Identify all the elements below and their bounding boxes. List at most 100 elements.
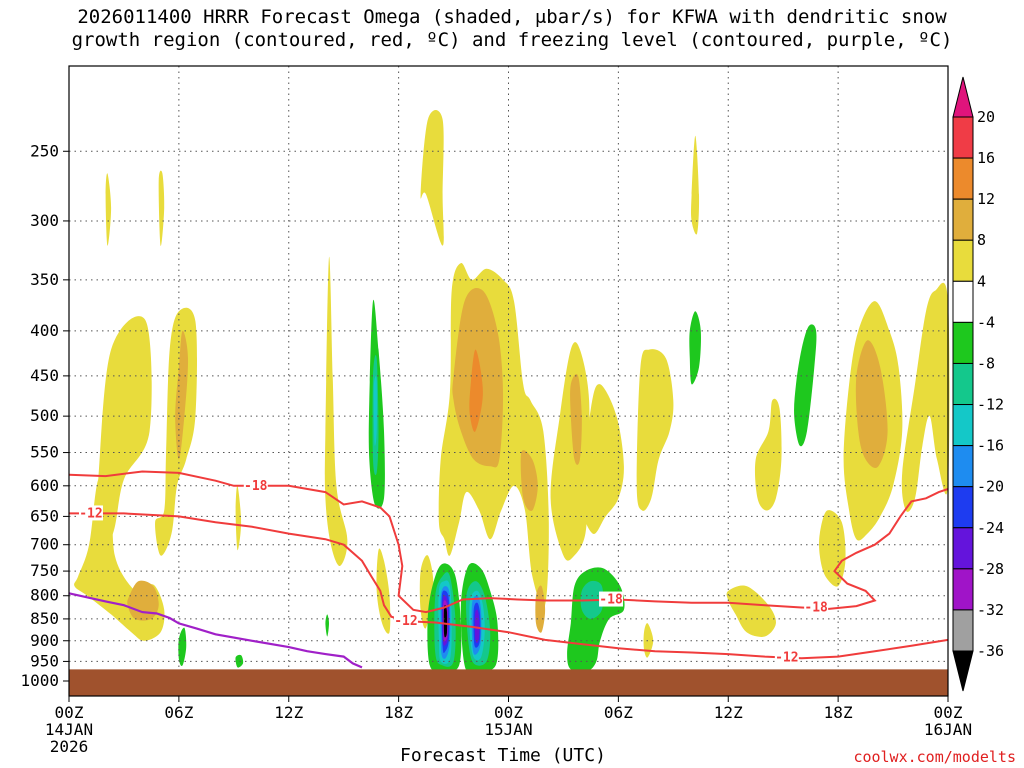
omega-area-20 [901,282,950,512]
y-tick-label-1000: 1000 [20,671,59,690]
colorbar-label-4: 4 [977,272,986,290]
x-tick-date-24: 15JAN [484,720,532,739]
contour-label--12-2: -12 [775,650,798,665]
omega-area-30 [178,627,187,667]
omega-area-16 [754,398,782,511]
contour-label-bg--12-2 [774,649,799,665]
ground-fill [69,669,948,696]
omega-area-25 [520,450,538,511]
freezing-level-line [68,592,363,669]
y-tick-label-950: 950 [30,651,59,670]
y-tick-label-850: 850 [30,609,59,628]
omega-area-50 [474,609,480,644]
colorbar-bin-12 [952,609,974,652]
colorbar-bin-9 [952,486,974,529]
omega-area-5 [235,485,242,551]
y-tick-label-350: 350 [30,270,59,289]
omega-area-13 [636,349,674,511]
title-line-2: growth region (contoured, red, ºC) and f… [71,29,953,51]
x-tick-label-30: 06Z [604,703,633,722]
omega-area-3 [105,173,112,246]
x-axis-title: Forecast Time (UTC) [400,745,606,766]
y-tick-label-700: 700 [30,535,59,554]
y-tick-label-600: 600 [30,476,59,495]
colorbar-label-13: -36 [977,642,1004,660]
contour-label-bg--18-2 [804,599,829,615]
colorbar-label-11: -28 [977,560,1004,578]
ground-terrain [69,669,948,696]
omega-area-15 [691,135,700,235]
credit-link[interactable]: coolwx.com/modelts [853,748,1016,766]
colorbar-label-7: -12 [977,396,1004,414]
chart-title: 2026011400 HRRR Forecast Omega (shaded, … [0,6,1024,52]
contour-label--12-1: -12 [394,614,417,629]
colorbar-label-8: -16 [977,437,1004,455]
x-tick-label-12: 12Z [274,703,303,722]
x-tick-label-6: 06Z [164,703,193,722]
x-tick-label-48: 00Z [934,703,963,722]
colorbar-top-arrow [952,76,974,118]
colorbar-bin-7 [952,404,974,447]
colorbar-bin-2 [952,198,974,241]
x-tick-date-0: 14JAN [45,720,93,739]
grid-lines [68,66,949,696]
x-tick-label-36: 12Z [714,703,743,722]
colorbar-bin-5 [952,321,974,364]
omega-area-27 [535,585,546,633]
colorbar-bottom-arrow [952,650,974,692]
omega-area-7 [376,548,391,634]
colorbar-label-10: -24 [977,519,1004,537]
colorbar-label-5: -4 [977,313,995,331]
colorbar-label-3: 8 [977,231,986,249]
title-line-1: 2026011400 HRRR Forecast Omega (shaded, … [77,6,947,28]
omega-area-24 [570,374,582,465]
contour-label--12-0: -12 [79,506,102,521]
y-tick-label-500: 500 [30,406,59,425]
colorbar-bin-1 [952,157,974,200]
contour-label--18-0: -18 [244,479,268,494]
colorbar-bin-4 [952,280,974,323]
contour-label-bg--18-0 [243,477,268,493]
omega-area-22 [127,580,159,621]
y-tick-label-550: 550 [30,443,59,462]
omega-area-4 [158,170,165,247]
omega-area-37 [794,324,817,447]
y-tick-label-800: 800 [30,586,59,605]
contour-label-bg--12-1 [393,613,418,629]
contour-lines: -18 -18 -18 -12 -12 -12 [68,470,949,669]
dendritic-contour--18 [68,470,949,614]
omega-area-28 [469,349,483,432]
omega-area-31 [235,654,244,668]
x-tick-date-48: 16JAN [924,720,972,739]
colorbar-bin-11 [952,568,974,611]
omega-area-36 [689,311,701,385]
contour-label-bg--12-0 [78,505,103,521]
colorbar-label-0: 20 [977,108,995,126]
omega-area-21 [175,330,189,460]
colorbar-bin-10 [952,527,974,570]
y-tick-label-300: 300 [30,211,59,230]
colorbar-label-2: 12 [977,190,995,208]
colorbar-label-1: 16 [977,149,995,167]
omega-area-18 [819,510,846,587]
colorbar-label-12: -32 [977,601,1004,619]
omega-area-52 [443,605,448,638]
x-tick-label-18: 18Z [384,703,413,722]
contour-label--18-1: -18 [599,593,623,608]
colorbar-bin-8 [952,445,974,488]
colorbar-bin-0 [952,116,974,159]
x-tick-label-24: 00Z [494,703,523,722]
contour-label-bg--18-1 [599,591,624,607]
omega-area-17 [726,585,776,637]
colorbar-bin-6 [952,362,974,406]
contour-label--18-2: -18 [804,601,828,616]
omega-area-44 [373,376,377,446]
colorbar: 20 16 12 8 4 -4 -8 -12 -16 -20 -24 -28 -32 -36 [952,76,1004,692]
y-tick-label-450: 450 [30,366,59,385]
omega-area-32 [325,614,329,637]
y-tick-label-250: 250 [30,141,59,160]
omega-area-14 [643,623,654,658]
y-tick-label-900: 900 [30,631,59,650]
